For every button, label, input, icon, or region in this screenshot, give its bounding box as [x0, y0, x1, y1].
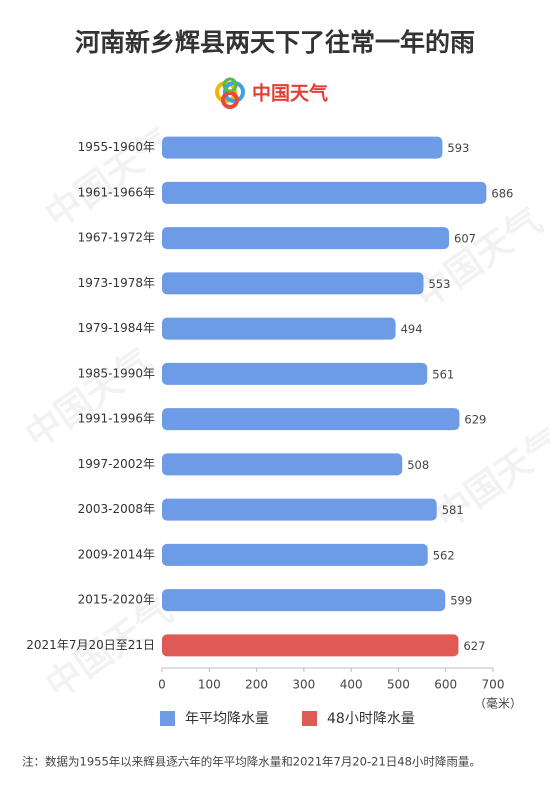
y-tick-label: 1979-1984年	[78, 321, 155, 335]
y-tick-label: 1985-1990年	[78, 366, 155, 380]
bar	[162, 272, 424, 295]
legend-label: 年平均降水量	[185, 711, 269, 727]
x-tick-label: 0	[158, 678, 166, 692]
bar	[162, 408, 460, 431]
chart-title: 河南新乡辉县两天下了往常一年的雨	[75, 28, 475, 57]
value-label: 599	[450, 594, 472, 608]
bar	[162, 362, 428, 385]
x-tick-label: 400	[340, 678, 363, 692]
brand-logo	[215, 77, 245, 109]
x-unit: （毫米）	[474, 696, 522, 711]
value-label: 508	[407, 458, 429, 472]
y-tick-label: 1997-2002年	[78, 457, 155, 471]
brand-name: 中国天气	[252, 82, 328, 105]
bar	[162, 317, 396, 340]
bar	[162, 589, 446, 612]
value-label: 607	[454, 232, 476, 246]
bar	[162, 136, 443, 159]
y-tick-label: 2009-2014年	[78, 547, 155, 561]
plot: 0 100 200 300 400 500 600 700 1955-1960年 1961-196…	[26, 136, 513, 692]
x-tick-label: 700	[482, 678, 505, 692]
y-tick-label: 1991-1996年	[78, 412, 155, 426]
bar	[162, 543, 428, 566]
note: 注：数据为1955年以来辉县逐六年的年平均降水量和2021年7月20-21日48…	[22, 755, 481, 769]
value-label: 629	[464, 413, 486, 427]
value-label: 553	[428, 277, 450, 291]
value-label: 561	[432, 367, 454, 381]
bar	[162, 227, 450, 250]
bar	[162, 181, 487, 204]
y-tick-label: 2021年7月20日至21日	[26, 638, 155, 652]
bar	[162, 634, 459, 657]
y-tick-label: 1955-1960年	[78, 140, 155, 154]
bar	[162, 453, 403, 476]
legend-swatch	[302, 711, 317, 726]
value-label: 627	[463, 639, 485, 653]
value-label: 593	[447, 141, 469, 155]
x-tick-label: 500	[387, 678, 410, 692]
x-tick-label: 600	[434, 678, 457, 692]
x-tick-label: 200	[245, 678, 268, 692]
x-tick-label: 100	[198, 678, 221, 692]
legend-label: 48小时降水量	[327, 711, 415, 727]
value-label: 562	[433, 548, 455, 562]
value-label: 581	[442, 503, 464, 517]
y-tick-label: 1961-1966年	[78, 185, 155, 199]
x-tick-label: 300	[292, 678, 315, 692]
y-tick-label: 1967-1972年	[78, 231, 155, 245]
value-label: 494	[401, 322, 423, 336]
legend-swatch	[160, 711, 175, 726]
bar	[162, 498, 437, 521]
y-tick-label: 2015-2020年	[78, 593, 155, 607]
y-tick-label: 2003-2008年	[78, 502, 155, 516]
value-label: 686	[491, 186, 513, 200]
y-tick-label: 1973-1978年	[78, 276, 155, 290]
